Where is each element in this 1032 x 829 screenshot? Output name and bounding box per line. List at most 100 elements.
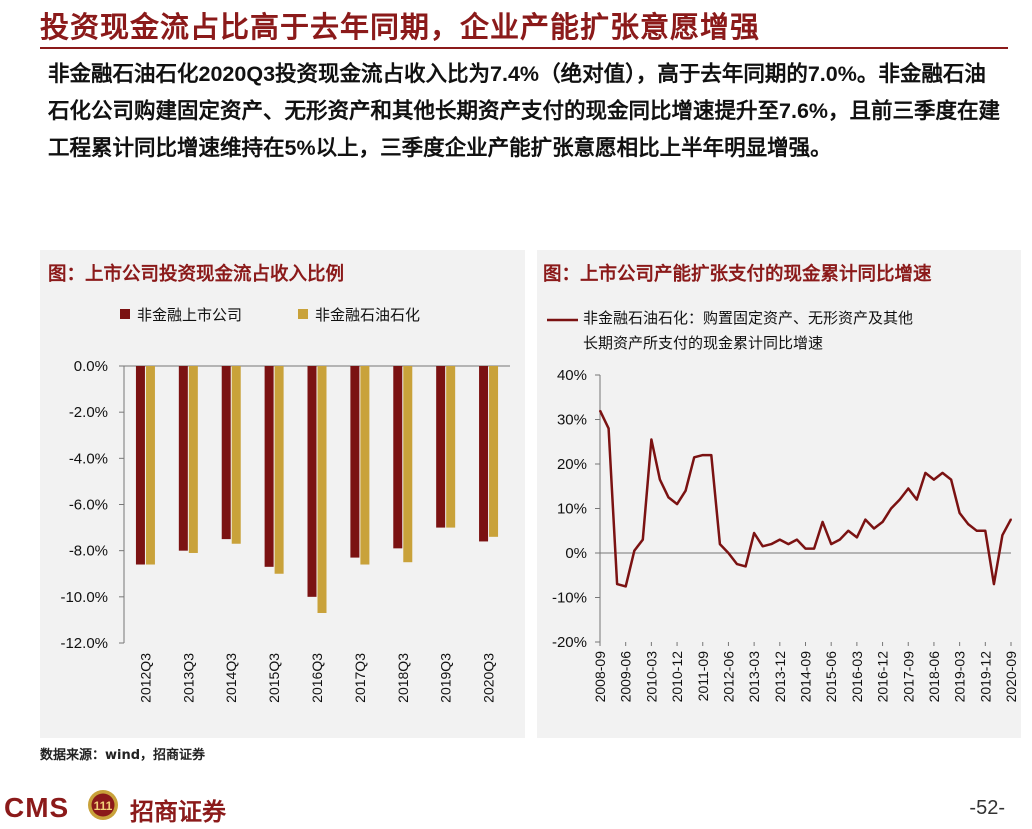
summary-value: 7.6%: [779, 99, 829, 123]
x-tick-label: 2012-06: [720, 651, 736, 703]
x-tick-label: 2018Q3: [395, 653, 411, 703]
x-tick-label: 2013Q3: [180, 653, 196, 703]
x-tick-label: 2010-12: [669, 651, 685, 703]
x-tick-label: 2019-12: [977, 651, 993, 703]
legend-label: 长期资产所支付的现金累计同比增速: [583, 334, 823, 352]
data-point: [727, 552, 730, 554]
data-point: [642, 538, 644, 541]
page-title: 投资现金流占比高于去年同期，企业产能扩张意愿增强: [40, 10, 761, 44]
y-tick-label: -10.0%: [60, 589, 108, 606]
x-tick-label: 2013-12: [772, 651, 788, 703]
line-chart-panel: 图：上市公司产能扩张支付的现金累计同比增速 非金融石油石化：购置固定资产、无形资…: [537, 250, 1021, 738]
bar: [479, 366, 489, 542]
bar: [188, 366, 198, 553]
summary-text: 投资现金流占收入比为: [275, 62, 491, 87]
data-point: [950, 478, 952, 481]
bar: [231, 366, 241, 544]
x-tick-label: 2014Q3: [223, 653, 239, 703]
y-tick-label: 30%: [557, 412, 587, 429]
x-tick-label: 2011-09: [695, 651, 711, 702]
bar: [135, 366, 145, 565]
data-point: [659, 478, 661, 481]
data-source: 数据来源：wind，招商证券: [40, 748, 206, 763]
summary-text: ，且前三季度在建工程累计同比增速维持在: [48, 99, 1001, 161]
summary-value: 7.4%: [490, 62, 540, 86]
bar: [221, 366, 231, 540]
data-point: [839, 538, 841, 541]
y-tick-label: 20%: [557, 456, 587, 473]
data-point: [744, 565, 747, 568]
data-point: [779, 538, 781, 541]
summary-value: 5%: [284, 136, 316, 160]
logo-chinese-name: 招商证券: [130, 798, 226, 826]
data-point: [624, 585, 627, 588]
data-point: [761, 545, 764, 548]
summary-text: （绝对值），高于去年同期的: [539, 62, 808, 87]
bar: [446, 366, 456, 528]
summary-text: 以上，三季度企业产能扩张意愿相比上半年明显增强。: [315, 136, 832, 161]
legend-swatch: [120, 309, 130, 319]
data-point: [804, 547, 807, 550]
legend-label: 非金融上市公司: [137, 306, 242, 324]
bar: [403, 366, 413, 563]
summary-period: 2020Q3: [198, 62, 276, 86]
data-point: [958, 512, 961, 514]
x-tick-label: 2017-09: [900, 651, 916, 703]
bar: [264, 366, 274, 567]
x-tick-label: 2020Q3: [481, 653, 497, 703]
data-point: [796, 538, 798, 541]
data-point: [873, 527, 875, 530]
data-point: [813, 547, 815, 550]
data-point: [916, 498, 918, 501]
data-point: [993, 583, 995, 585]
x-tick-label: 2020-09: [1003, 651, 1019, 703]
summary-text: 。非金融石油石化公司购建固定资产、无形资产和其他长期资产支付的现金同比增速提升至: [48, 62, 986, 124]
x-tick-label: 2016-03: [849, 651, 865, 703]
y-tick-label: 40%: [557, 367, 587, 384]
data-point: [702, 454, 704, 456]
x-tick-label: 2019Q3: [438, 653, 454, 703]
data-point: [753, 532, 755, 534]
data-point: [676, 503, 678, 505]
data-point: [693, 456, 695, 459]
y-tick-label: 0%: [565, 545, 587, 562]
y-tick-label: 0.0%: [74, 358, 108, 375]
logo-mark-icon: 111: [88, 790, 118, 820]
bar: [350, 366, 360, 558]
data-point: [967, 523, 969, 525]
data-point: [890, 507, 892, 510]
data-point: [616, 583, 618, 585]
data-point: [864, 518, 867, 521]
x-tick-label: 2012Q3: [137, 653, 153, 703]
summary-paragraph: 非金融石油石化2020Q3投资现金流占收入比为7.4%（绝对值），高于去年同期的…: [48, 56, 1003, 167]
bar-chart-panel: 图：上市公司投资现金流占收入比例 非金融上市公司 非金融石油石化 0.0% -2.0%…: [40, 250, 525, 738]
bar: [360, 366, 370, 565]
bar: [145, 366, 155, 565]
bar-chart: 非金融上市公司 非金融石油石化 0.0% -2.0% -4.0% -6.0% -8.0% -1…: [60, 306, 510, 703]
data-point: [1001, 534, 1004, 536]
bar: [307, 366, 317, 597]
bar: [393, 366, 403, 549]
x-tick-label: 2016Q3: [309, 653, 325, 703]
data-point: [976, 530, 978, 532]
data-point: [650, 438, 653, 441]
logo-text: CMS: [4, 792, 70, 823]
data-point: [607, 427, 610, 430]
x-tick-label: 2016-12: [875, 651, 891, 703]
bar-chart-title: 图：上市公司投资现金流占收入比例: [48, 264, 345, 285]
y-tick-label: -10%: [552, 590, 587, 607]
summary-text: 非金融石油石化: [48, 62, 199, 87]
x-tick-label: 2017Q3: [352, 653, 368, 703]
y-tick-label: 10%: [557, 501, 587, 518]
data-point: [719, 543, 721, 545]
data-point: [736, 563, 738, 565]
x-tick-label: 2018-06: [926, 651, 942, 703]
data-point: [667, 496, 670, 499]
data-point: [1010, 518, 1012, 520]
title-divider: [40, 47, 1008, 49]
data-point: [984, 530, 987, 532]
x-tick-label: 2008-09: [592, 651, 608, 703]
logo-mark-text: 111: [94, 799, 113, 813]
y-tick-label: -4.0%: [69, 450, 108, 467]
